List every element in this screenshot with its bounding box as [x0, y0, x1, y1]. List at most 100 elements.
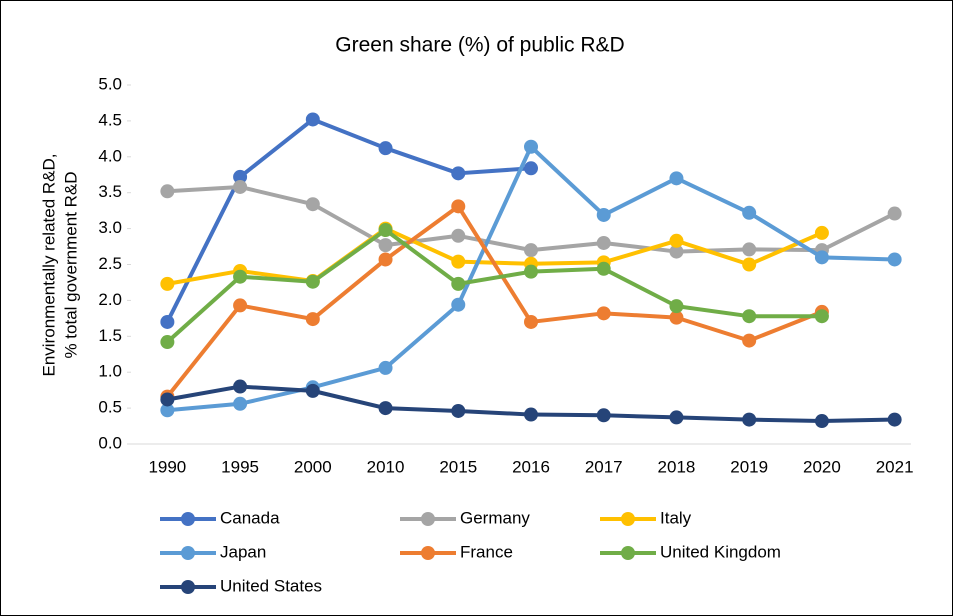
point: [887, 206, 902, 221]
x-tick-label: 2000: [294, 457, 332, 476]
point: [233, 179, 248, 194]
point: [160, 184, 175, 199]
point: [160, 276, 175, 291]
y-tick-label: 3.0: [98, 218, 122, 237]
point: [305, 383, 320, 398]
legend-label: United Kingdom: [660, 542, 781, 561]
point: [742, 412, 757, 427]
y-tick-label: 3.5: [98, 182, 122, 201]
legend-label: Canada: [220, 508, 280, 527]
point: [378, 223, 393, 238]
x-tick-label: 2018: [658, 457, 696, 476]
y-tick-label: 2.5: [98, 254, 122, 273]
legend-marker: [421, 512, 435, 526]
legend-marker: [181, 546, 195, 560]
point: [742, 205, 757, 220]
point: [233, 396, 248, 411]
legend-marker: [181, 512, 195, 526]
point: [305, 197, 320, 212]
point: [451, 403, 466, 418]
y-tick-label: 1.5: [98, 326, 122, 345]
point: [378, 252, 393, 267]
point: [524, 264, 538, 279]
y-tick-label: 0.5: [98, 398, 122, 417]
legend-marker: [621, 512, 635, 526]
series-line: [165, 204, 823, 398]
point: [669, 410, 684, 425]
point: [451, 276, 466, 291]
point: [378, 238, 393, 253]
x-tick-label: 2016: [512, 457, 550, 476]
point: [524, 139, 538, 154]
point: [596, 261, 611, 276]
point: [742, 242, 757, 257]
legend-label: United States: [220, 576, 322, 595]
point: [451, 228, 466, 243]
y-tick-label: 4.5: [98, 110, 122, 129]
point: [160, 314, 175, 329]
point: [814, 414, 829, 429]
point: [669, 299, 684, 314]
point: [524, 314, 538, 329]
point: [233, 169, 248, 184]
x-tick-label: 2015: [439, 457, 477, 476]
x-tick-label: 2020: [803, 457, 841, 476]
point: [742, 333, 757, 348]
point: [160, 392, 175, 407]
legend-label: Germany: [460, 508, 530, 527]
point: [814, 225, 829, 240]
legend-label: France: [460, 542, 513, 561]
point: [742, 309, 757, 324]
x-tick-label: 2017: [585, 457, 623, 476]
point: [160, 335, 175, 350]
chart-title: Green share (%) of public R&D: [335, 34, 624, 57]
point: [378, 141, 393, 156]
point: [451, 199, 466, 214]
point: [451, 166, 466, 181]
point: [669, 310, 684, 325]
point: [596, 306, 611, 321]
point: [596, 408, 611, 423]
point: [160, 403, 175, 418]
x-tick-label: 2019: [730, 457, 768, 476]
y-tick-label: 4.0: [98, 146, 122, 165]
point: [378, 360, 393, 375]
legend-marker: [181, 580, 195, 594]
point: [233, 269, 248, 284]
x-tick-label: 1990: [148, 457, 186, 476]
x-tick-label: 2021: [876, 457, 914, 476]
point: [887, 412, 902, 427]
point: [596, 235, 611, 250]
point: [887, 252, 902, 267]
point: [451, 254, 466, 269]
point: [524, 161, 538, 176]
point: [669, 244, 684, 259]
point: [524, 407, 538, 422]
point: [378, 401, 393, 416]
point: [233, 298, 248, 313]
x-tick-label: 2010: [367, 457, 405, 476]
y-tick-label: 1.0: [98, 362, 122, 381]
legend-label: Japan: [220, 542, 266, 561]
point: [669, 171, 684, 186]
x-tick-label: 1995: [221, 457, 259, 476]
legend-marker: [421, 546, 435, 560]
point: [305, 312, 320, 327]
point: [814, 250, 829, 265]
point: [524, 243, 538, 258]
point: [742, 257, 757, 272]
y-tick-label: 0.0: [98, 433, 122, 452]
point: [305, 112, 320, 127]
point: [669, 233, 684, 248]
y-tick-label: 2.0: [98, 290, 122, 309]
point: [233, 379, 248, 394]
point: [451, 297, 466, 312]
point: [596, 207, 611, 222]
legend-marker: [621, 546, 635, 560]
point: [305, 274, 320, 289]
legend-label: Italy: [660, 508, 692, 527]
series-line: [165, 117, 532, 323]
y-axis-title: % total government R&D: [61, 171, 80, 358]
